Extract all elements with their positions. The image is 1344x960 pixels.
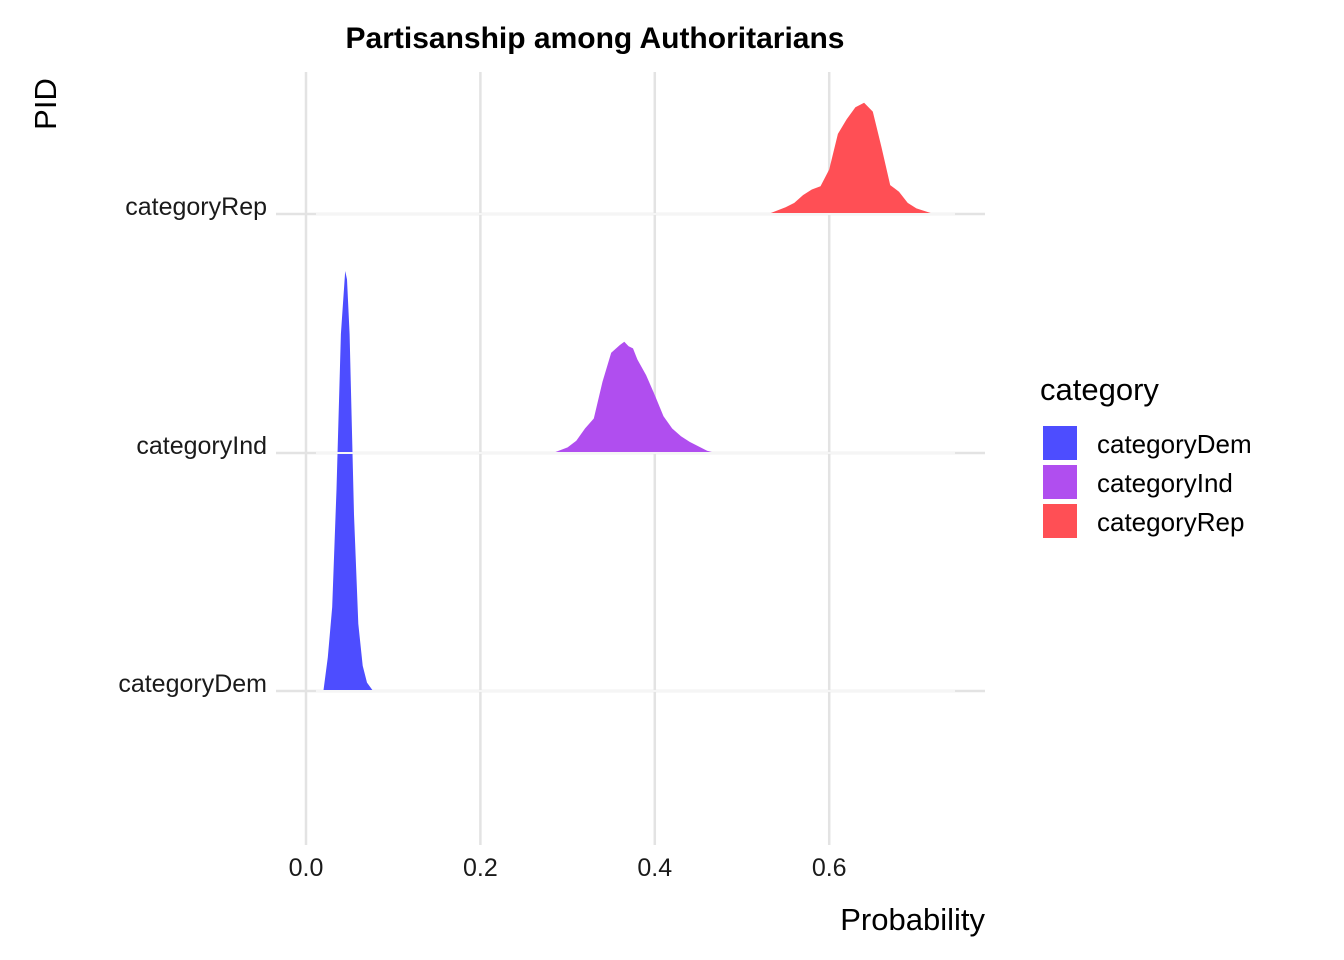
legend-label-categoryDem: categoryDem: [1097, 429, 1252, 459]
legend-label-categoryRep: categoryRep: [1097, 507, 1244, 537]
x-axis-label: Probability: [840, 902, 985, 937]
y-tick-label-0: categoryDem: [118, 670, 267, 698]
legend-items: categoryDem categoryInd categoryRep: [1043, 426, 1252, 538]
y-tick-labels: categoryDem categoryInd categoryRep: [118, 193, 267, 698]
x-tick-label-2: 0.4: [637, 854, 672, 882]
ridge-categoryRep: [768, 102, 934, 214]
x-tick-label-3: 0.6: [812, 854, 847, 882]
y-axis-label: PID: [28, 78, 63, 130]
legend-swatch-categoryInd: [1043, 465, 1077, 499]
ridge-categoryInd: [552, 341, 716, 453]
density-ridges: [316, 102, 955, 692]
chart-title: Partisanship among Authoritarians: [346, 22, 845, 55]
x-tick-labels: 0.0 0.2 0.4 0.6: [289, 854, 847, 882]
legend-swatch-categoryDem: [1043, 426, 1077, 460]
legend-title: category: [1040, 372, 1159, 407]
x-tick-label-0: 0.0: [289, 854, 324, 882]
y-tick-label-1: categoryInd: [136, 432, 267, 460]
ridge-categoryDem: [323, 271, 374, 691]
legend-label-categoryInd: categoryInd: [1097, 468, 1233, 498]
y-tick-label-2: categoryRep: [125, 193, 267, 221]
x-tick-label-1: 0.2: [463, 854, 498, 882]
legend-swatch-categoryRep: [1043, 504, 1077, 538]
legend: category categoryDem categoryInd categoryR…: [1040, 372, 1252, 538]
